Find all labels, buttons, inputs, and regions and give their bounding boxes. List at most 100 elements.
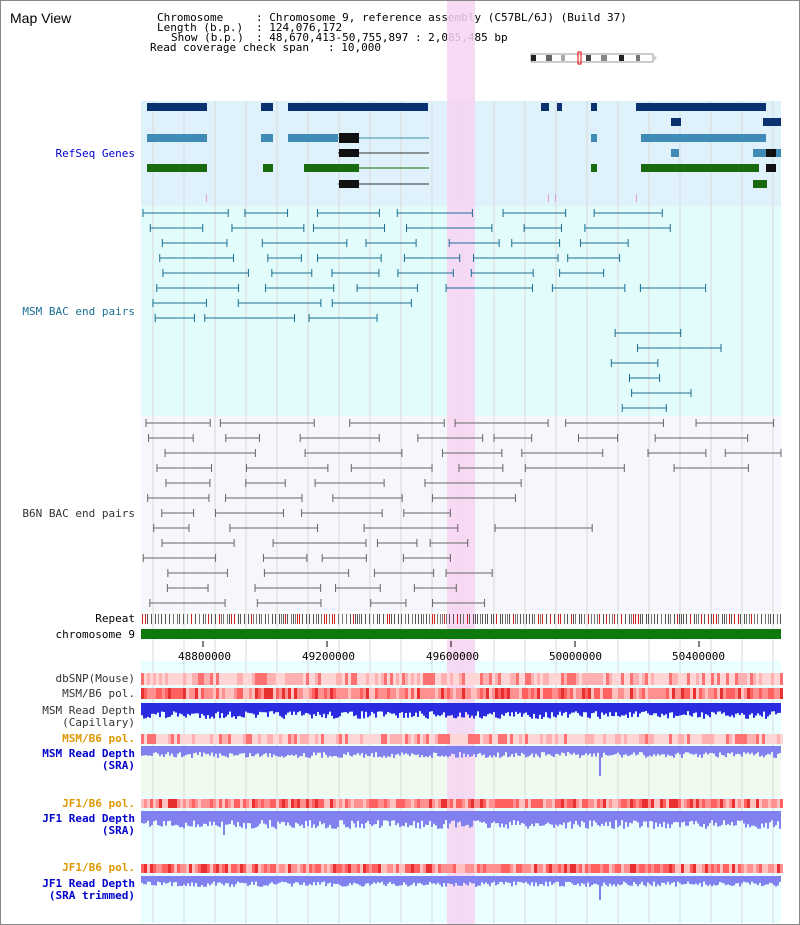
polymorphism-cell (663, 864, 666, 873)
depth-bar (499, 811, 501, 828)
polymorphism-cell (315, 688, 318, 699)
polymorphism-cell (612, 688, 615, 699)
polymorphism-cell (426, 673, 429, 685)
depth-bar (639, 703, 641, 714)
polymorphism-cell (597, 799, 600, 808)
depth-bar (451, 811, 453, 821)
polymorphism-cell (435, 864, 438, 873)
depth-bar (659, 746, 661, 756)
depth-bar (383, 876, 385, 885)
depth-bar (603, 746, 605, 753)
depth-bar (547, 811, 549, 823)
polymorphism-cell (453, 864, 456, 873)
depth-bar (469, 811, 471, 828)
polymorphism-cell (759, 734, 762, 744)
polymorphism-cell (582, 673, 585, 685)
polymorphism-cell (270, 799, 273, 808)
depth-bar (161, 703, 163, 712)
depth-bar (633, 811, 635, 821)
depth-bar (587, 703, 589, 718)
depth-bar (227, 876, 229, 884)
depth-bar (657, 703, 659, 717)
polymorphism-cell (630, 688, 633, 699)
depth-bar (765, 703, 767, 719)
polymorphism-cell (564, 734, 567, 744)
gene-bar (591, 103, 597, 111)
polymorphism-cell (675, 734, 678, 744)
polymorphism-cell (225, 688, 228, 699)
gene-exon (766, 164, 776, 172)
polymorphism-cell (558, 799, 561, 808)
polymorphism-cell (531, 799, 534, 808)
depth-bar (383, 703, 385, 717)
polymorphism-cell (417, 688, 420, 699)
depth-bar (575, 811, 577, 821)
depth-bar (251, 746, 253, 757)
depth-bar (397, 876, 399, 887)
depth-bar (367, 811, 369, 821)
depth-bar (405, 703, 407, 713)
polymorphism-cell (708, 688, 711, 699)
depth-bar (693, 876, 695, 885)
depth-bar (333, 811, 335, 829)
depth-bar (659, 876, 661, 887)
depth-bar (157, 811, 159, 826)
depth-bar (303, 746, 305, 754)
depth-bar (767, 746, 769, 754)
repeat-mark (597, 614, 598, 624)
depth-bar (713, 811, 715, 826)
depth-bar (265, 811, 267, 825)
depth-bar (157, 876, 159, 882)
depth-bar (215, 746, 217, 754)
polymorphism-cell (249, 673, 252, 685)
depth-bar (195, 746, 197, 753)
polymorphism-cell (201, 673, 204, 685)
polymorphism-cell (540, 673, 543, 685)
depth-bar (679, 746, 681, 755)
depth-bar (371, 703, 373, 712)
polymorphism-cell (285, 864, 288, 873)
polymorphism-cell (459, 864, 462, 873)
depth-bar (755, 703, 757, 716)
depth-bar (203, 746, 205, 753)
polymorphism-cell (321, 688, 324, 699)
polymorphism-cell (360, 864, 363, 873)
page-title: Map View (10, 10, 72, 26)
depth-bar (587, 811, 589, 829)
depth-bar (717, 811, 719, 827)
depth-bar (415, 876, 417, 886)
depth-bar (703, 703, 705, 719)
polymorphism-cell (600, 673, 603, 685)
depth-bar (507, 703, 509, 713)
depth-bar (441, 876, 443, 887)
depth-bar (415, 746, 417, 755)
polymorphism-cell (507, 688, 510, 699)
polymorphism-cell (543, 673, 546, 685)
polymorphism-cell (621, 688, 624, 699)
depth-bar (197, 703, 199, 714)
polymorphism-cell (330, 688, 333, 699)
depth-bar (773, 703, 775, 712)
depth-bar (529, 703, 531, 717)
depth-bar (387, 703, 389, 712)
ideogram-band (619, 55, 624, 61)
polymorphism-cell (312, 673, 315, 685)
depth-bar (697, 811, 699, 824)
depth-bar (477, 746, 479, 754)
depth-bar (327, 811, 329, 828)
polymorphism-cell (306, 673, 309, 685)
depth-bar (479, 746, 481, 753)
polymorphism-cell (192, 688, 195, 699)
polymorphism-cell (528, 673, 531, 685)
polymorphism-cell (291, 864, 294, 873)
repeat-mark (161, 614, 162, 624)
polymorphism-cell (471, 864, 474, 873)
polymorphism-cell (765, 673, 768, 685)
depth-bar (375, 703, 377, 718)
repeat-mark (746, 614, 747, 624)
polymorphism-cell (243, 799, 246, 808)
depth-bar (569, 703, 571, 715)
polymorphism-cell (144, 673, 147, 685)
repeat-mark (283, 614, 284, 624)
